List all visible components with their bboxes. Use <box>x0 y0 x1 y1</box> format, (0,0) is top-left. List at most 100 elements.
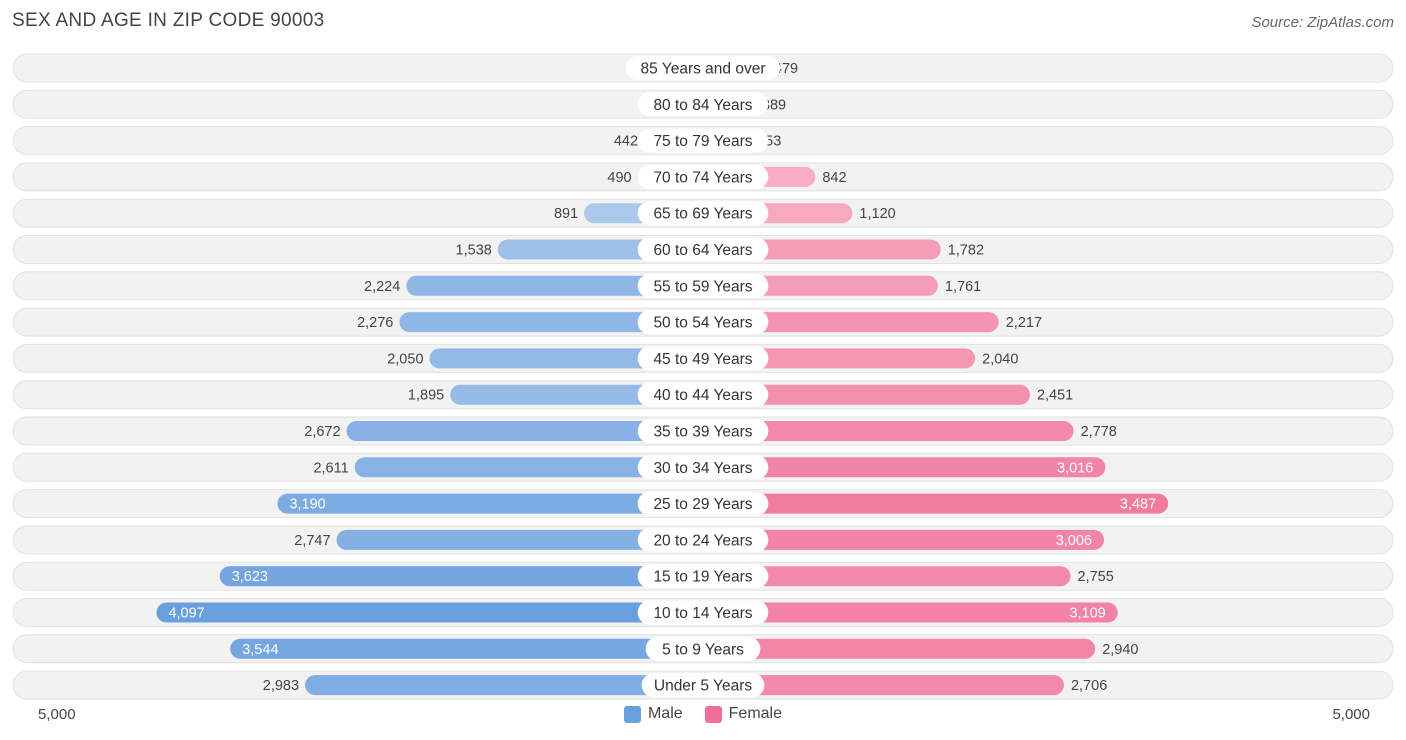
legend-item-male[interactable]: Male <box>623 705 683 723</box>
category-label-pill <box>637 491 769 516</box>
female-bar <box>703 566 1071 587</box>
male-bar <box>305 675 703 696</box>
female-value-label: 479 <box>774 61 798 77</box>
male-value-label: 490 <box>607 170 631 186</box>
legend-female-label: Female <box>728 705 783 722</box>
female-value-label: 2,755 <box>1078 569 1114 585</box>
female-value-label: 1,761 <box>945 279 981 295</box>
category-label-pill <box>637 455 769 480</box>
male-value-label: 2,672 <box>304 424 340 440</box>
category-label-pill <box>637 164 769 189</box>
legend-male-label: Male <box>647 705 683 722</box>
female-value-label: 2,706 <box>1071 678 1107 694</box>
category-label-pill <box>637 273 769 298</box>
category-label: 35 to 39 Years <box>653 424 752 441</box>
legend: Male Female <box>0 705 1406 723</box>
male-bar <box>156 602 703 623</box>
male-bar <box>406 275 703 296</box>
male-value-label: 3,190 <box>289 497 325 513</box>
male-value-label: 2,050 <box>387 351 423 367</box>
category-label: 80 to 84 Years <box>653 97 752 114</box>
legend-item-female[interactable]: Female <box>704 705 783 723</box>
category-label: 25 to 29 Years <box>653 496 752 513</box>
male-bar <box>336 529 703 550</box>
female-value-label: 3,016 <box>1057 460 1093 476</box>
category-label: 10 to 14 Years <box>653 605 752 622</box>
female-value-label: 1,782 <box>948 243 984 259</box>
category-label-pill <box>637 527 769 552</box>
male-value-label: 3,544 <box>242 642 278 658</box>
male-value-label: 2,611 <box>313 460 348 476</box>
male-value-label: 891 <box>554 206 578 222</box>
category-label-pill <box>637 237 769 262</box>
female-bar <box>703 675 1064 696</box>
male-bar <box>346 421 703 441</box>
category-label-pill <box>641 673 765 698</box>
category-label-pill <box>645 636 761 661</box>
category-label: Under 5 Years <box>654 678 752 695</box>
category-label: 30 to 34 Years <box>653 460 752 477</box>
male-bar <box>429 348 703 369</box>
category-label-pill <box>637 564 769 589</box>
category-label: 20 to 24 Years <box>653 532 752 549</box>
female-value-label: 1,120 <box>859 206 895 222</box>
axis-left-label: 5,000 <box>38 706 76 723</box>
category-label-pill <box>637 419 769 443</box>
male-value-label: 1,895 <box>408 388 444 404</box>
female-bar <box>703 421 1074 441</box>
male-value-label: 4,097 <box>168 606 204 622</box>
category-label: 15 to 19 Years <box>653 569 752 586</box>
female-bar <box>703 638 1096 659</box>
male-value-label: 442 <box>614 134 638 150</box>
category-label: 85 Years and over <box>641 61 766 78</box>
female-value-label: 2,217 <box>1006 315 1042 331</box>
category-label: 50 to 54 Years <box>653 315 752 332</box>
female-value-label: 3,006 <box>1056 533 1092 549</box>
category-label-pill <box>637 201 769 226</box>
male-value-label: 3,623 <box>232 569 268 585</box>
female-bar <box>703 493 1169 514</box>
axis-right-label: 5,000 <box>1332 706 1370 723</box>
chart-source: Source: ZipAtlas.com <box>1251 14 1394 31</box>
male-swatch-icon <box>623 705 641 723</box>
category-label-pill <box>637 128 769 153</box>
category-label: 65 to 69 Years <box>653 206 752 223</box>
category-label-pill <box>637 92 769 117</box>
male-value-label: 2,224 <box>364 279 400 295</box>
female-value-label: 3,109 <box>1069 606 1105 622</box>
female-value-label: 2,940 <box>1102 642 1138 658</box>
female-value-label: 2,451 <box>1037 388 1073 404</box>
category-label-pill <box>637 600 769 625</box>
female-value-label: 2,778 <box>1081 424 1117 440</box>
female-bar <box>703 384 1030 405</box>
female-value-label: 3,487 <box>1120 497 1156 513</box>
male-value-label: 2,983 <box>263 678 299 694</box>
female-value-label: 389 <box>762 97 786 113</box>
male-value-label: 1,538 <box>456 243 492 259</box>
female-bar <box>703 602 1118 623</box>
male-value-label: 2,276 <box>357 315 393 331</box>
male-value-label: 2,747 <box>294 533 330 549</box>
female-swatch-icon <box>704 705 722 723</box>
male-bar <box>230 638 703 659</box>
category-label: 75 to 79 Years <box>653 133 752 150</box>
female-bar <box>703 312 999 333</box>
male-bar <box>277 493 703 514</box>
chart-title: SEX AND AGE IN ZIP CODE 90003 <box>12 10 325 31</box>
category-label: 40 to 44 Years <box>653 387 752 404</box>
category-label: 5 to 9 Years <box>662 641 744 658</box>
category-label: 45 to 49 Years <box>653 351 752 368</box>
category-label: 70 to 74 Years <box>653 169 752 186</box>
female-value-label: 2,040 <box>982 351 1018 367</box>
female-value-label: 842 <box>822 170 846 186</box>
category-label-pill <box>637 346 769 371</box>
female-bar <box>703 529 1105 550</box>
category-label-pill <box>637 382 769 407</box>
female-bar <box>703 457 1106 478</box>
category-label: 55 to 59 Years <box>653 278 752 295</box>
category-label: 60 to 64 Years <box>653 242 752 259</box>
male-bar <box>219 566 703 587</box>
male-bar <box>399 312 703 333</box>
category-label-pill <box>625 56 781 80</box>
